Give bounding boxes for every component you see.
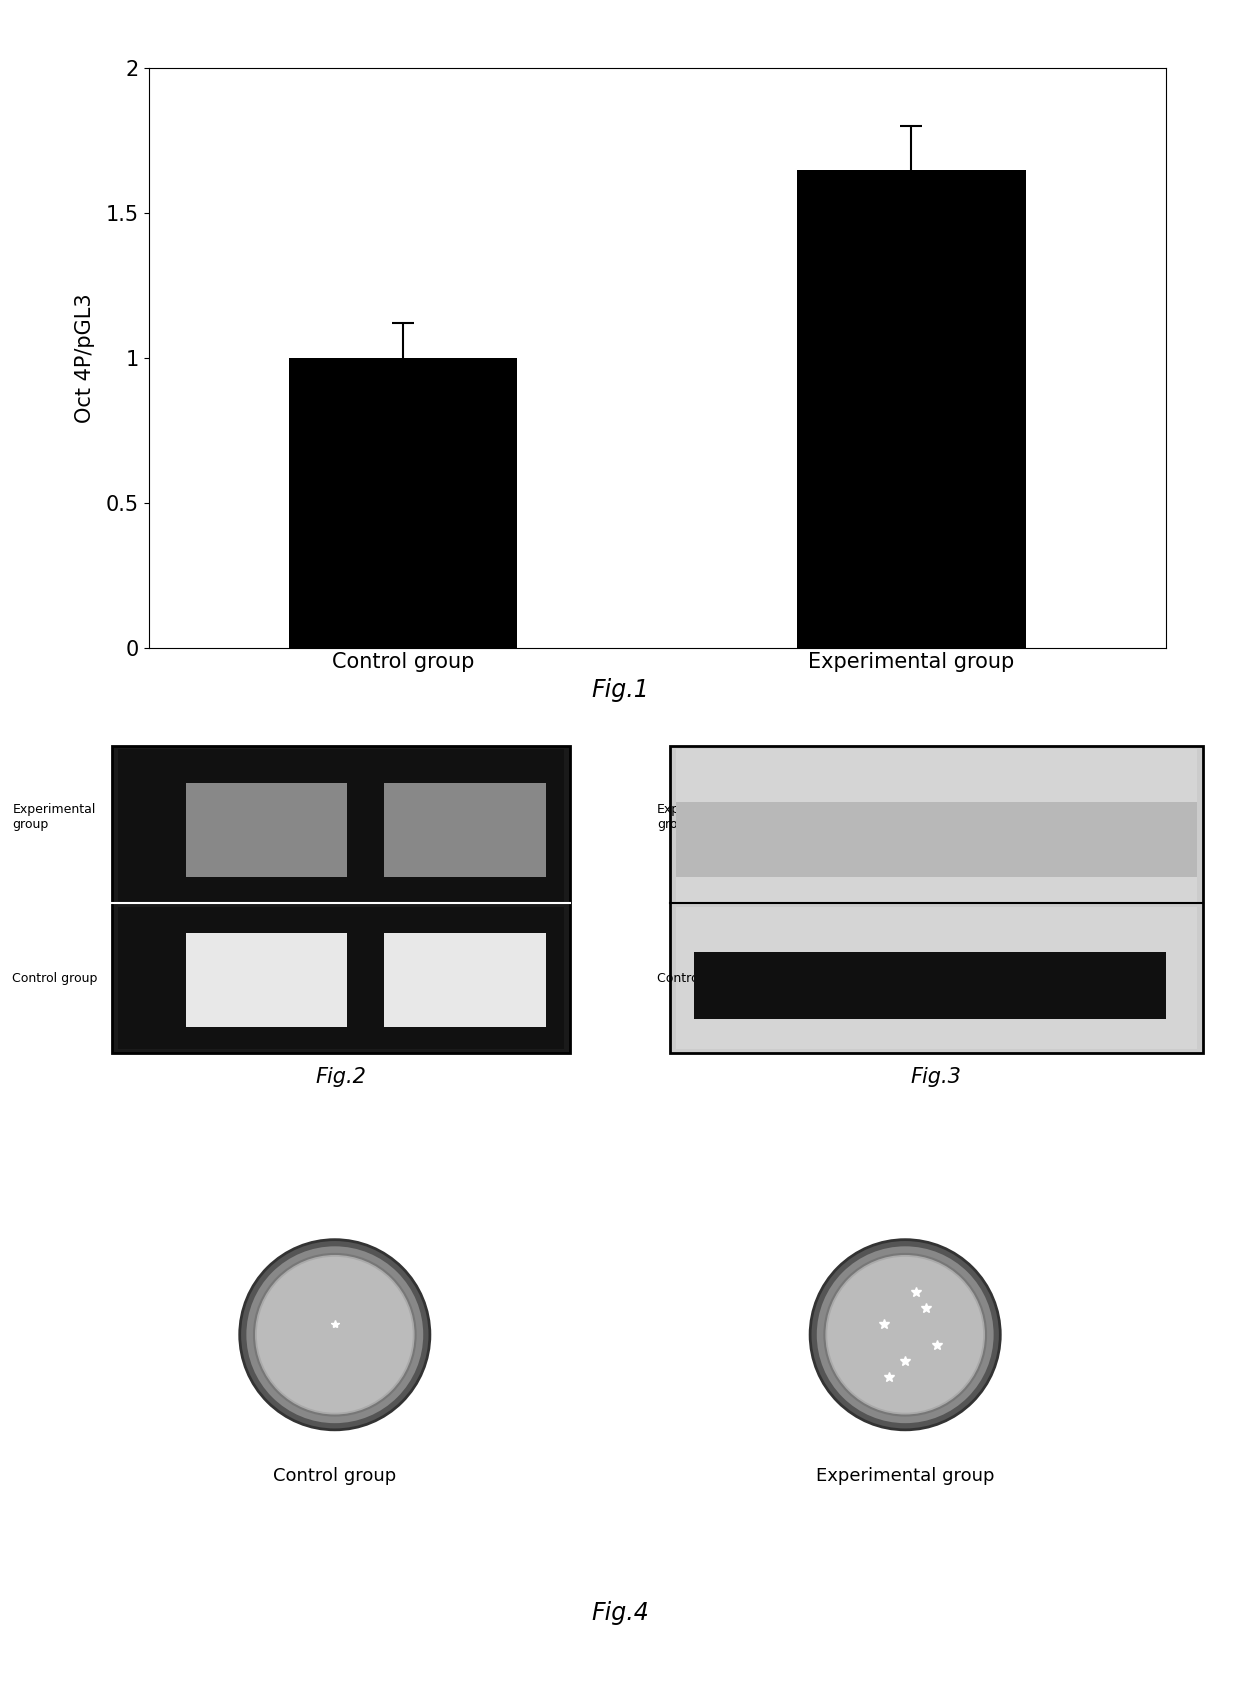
Text: Fig.4: Fig.4 bbox=[591, 1602, 649, 1626]
FancyBboxPatch shape bbox=[384, 934, 546, 1028]
FancyBboxPatch shape bbox=[118, 750, 564, 903]
FancyBboxPatch shape bbox=[186, 784, 347, 878]
Ellipse shape bbox=[254, 1254, 415, 1416]
FancyBboxPatch shape bbox=[676, 750, 1197, 903]
Text: Fig.2: Fig.2 bbox=[315, 1067, 367, 1087]
Text: Fig.1: Fig.1 bbox=[591, 678, 649, 702]
Text: Control group: Control group bbox=[12, 971, 98, 985]
Ellipse shape bbox=[239, 1241, 430, 1430]
FancyBboxPatch shape bbox=[670, 746, 1203, 1053]
Text: Control group: Control group bbox=[657, 971, 743, 985]
Ellipse shape bbox=[257, 1258, 413, 1413]
FancyBboxPatch shape bbox=[112, 746, 570, 1053]
Ellipse shape bbox=[825, 1254, 986, 1416]
FancyBboxPatch shape bbox=[676, 907, 1197, 1050]
Text: Experimental
group: Experimental group bbox=[657, 803, 740, 832]
Bar bbox=[289, 358, 517, 648]
FancyBboxPatch shape bbox=[384, 784, 546, 878]
Text: Experimental group: Experimental group bbox=[816, 1467, 994, 1484]
Bar bbox=[797, 170, 1025, 648]
Ellipse shape bbox=[810, 1241, 1001, 1430]
FancyBboxPatch shape bbox=[118, 907, 564, 1050]
Text: Fig.3: Fig.3 bbox=[910, 1067, 962, 1087]
FancyBboxPatch shape bbox=[676, 803, 1197, 878]
FancyBboxPatch shape bbox=[186, 934, 347, 1028]
Text: Experimental
group: Experimental group bbox=[12, 803, 95, 832]
Ellipse shape bbox=[247, 1246, 423, 1423]
Ellipse shape bbox=[817, 1246, 993, 1423]
Y-axis label: Oct 4P/pGL3: Oct 4P/pGL3 bbox=[74, 293, 94, 423]
FancyBboxPatch shape bbox=[694, 953, 1166, 1019]
Text: Control group: Control group bbox=[273, 1467, 397, 1484]
Ellipse shape bbox=[827, 1258, 983, 1413]
